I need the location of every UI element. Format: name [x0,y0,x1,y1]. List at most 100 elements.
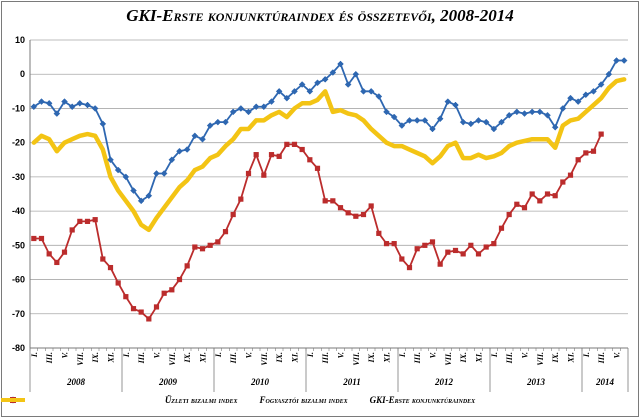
data-point [574,98,582,105]
data-point [307,157,313,163]
data-point [321,76,329,83]
data-point [521,110,528,117]
data-point [183,146,191,153]
year-label: 2012 [434,377,454,387]
data-point [521,205,528,211]
data-point [498,118,505,126]
data-point [214,118,222,126]
data-point [460,251,466,257]
data-point [567,172,574,178]
y-tick-label: -20 [12,138,25,148]
data-point [245,170,252,177]
data-point [468,242,474,248]
data-point [467,120,475,128]
data-point [268,98,275,105]
month-tick-label: I. [30,352,39,358]
month-tick-label: XI. [383,352,392,363]
data-point [53,110,61,117]
data-point [123,294,129,300]
data-point [268,152,275,158]
month-tick-label: V. [521,352,530,358]
data-point [590,148,597,154]
month-tick-label: VII. [444,352,453,366]
data-point [598,131,604,137]
y-tick-label: -60 [12,275,25,285]
data-point [329,69,337,76]
data-point [344,81,352,88]
data-point [191,132,199,140]
month-tick-label: XI. [107,352,116,363]
data-point [337,205,344,211]
month-tick-label: III. [321,352,330,364]
data-point [406,117,413,124]
month-tick-label: XI. [475,352,484,363]
data-point [107,156,114,164]
data-point [551,123,559,131]
data-point [61,249,68,255]
data-point [583,150,589,156]
year-label: 2014 [595,377,615,387]
data-point [536,108,544,116]
data-point [368,203,374,209]
data-point [398,122,406,129]
data-point [552,193,558,199]
data-point [330,198,336,204]
data-point [31,235,37,242]
month-tick-label: I. [214,352,223,358]
data-point [575,157,581,163]
data-point [413,117,421,124]
data-point [77,218,83,224]
month-tick-label: V. [337,352,346,358]
data-point [613,57,620,64]
y-tick-label: -30 [12,172,25,182]
month-tick-label: I. [306,352,315,358]
data-point [337,60,344,68]
data-point [283,94,291,102]
month-tick-label: VII. [76,352,85,366]
month-tick-label: IX. [459,352,468,363]
year-label: 2008 [66,377,86,387]
y-tick-label: -80 [12,343,25,353]
data-point [314,79,321,87]
legend-label: GKI-Erste konjunktúraindex [369,395,476,405]
data-point [260,103,268,111]
y-tick-label: -40 [12,206,25,216]
series-line [32,59,626,202]
legend-label: Üzleti bizalmi index [164,395,238,405]
data-point [38,98,45,105]
data-point [199,135,206,143]
data-point [597,81,605,88]
data-point [238,196,244,202]
data-point [475,117,482,124]
year-label: 2010 [250,377,270,387]
month-tick-label: III. [137,352,146,364]
data-point [222,118,229,126]
data-point [376,230,382,236]
y-tick-label: -50 [12,240,25,250]
data-point [491,241,497,247]
data-point [68,103,76,111]
data-point [360,211,367,218]
data-point [513,108,521,116]
data-point [54,259,60,266]
month-tick-label: III. [229,352,238,364]
data-point [253,152,259,158]
y-tick-label: -10 [12,103,25,113]
month-tick-label: IX. [91,352,100,363]
year-label: 2011 [342,377,361,387]
data-point [145,192,153,200]
data-point [620,57,628,64]
data-point [107,264,114,271]
data-point [76,99,84,107]
data-point [30,103,38,111]
month-tick-label: VII. [352,352,361,366]
data-point [229,108,237,116]
data-point [176,147,183,155]
data-point [506,211,512,218]
month-tick-label: V. [61,352,70,358]
month-tick-label: VII. [168,352,177,366]
data-point [483,244,489,250]
data-point [46,251,52,257]
data-point [559,105,567,112]
